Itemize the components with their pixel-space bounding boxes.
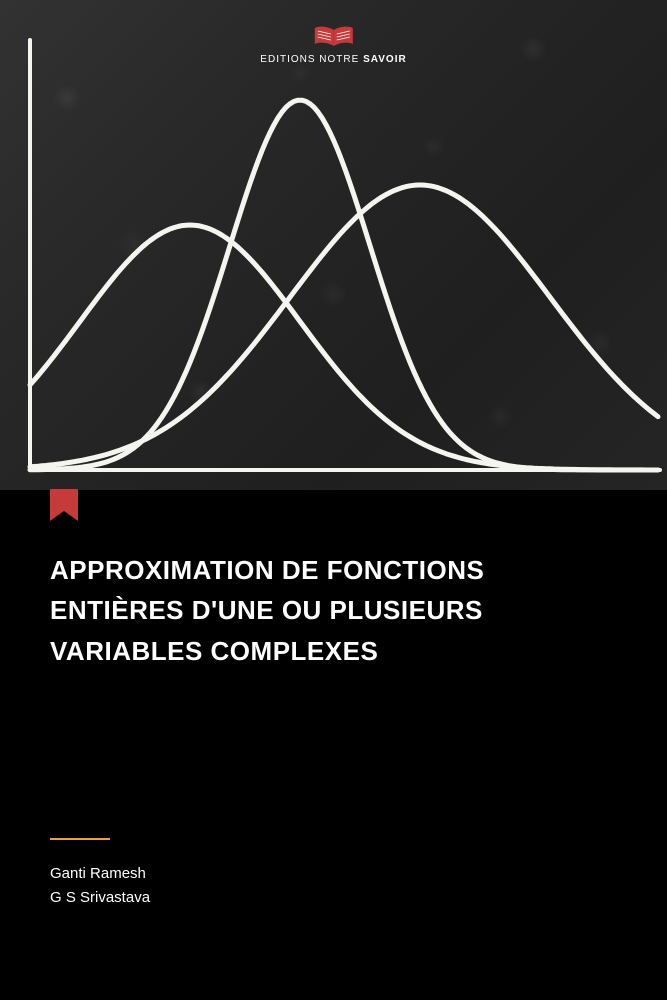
- publisher-name: EDITIONS NOTRE SAVOIR: [260, 54, 406, 65]
- book-icon: [313, 20, 355, 50]
- author-2: G S Srivastava: [50, 886, 150, 910]
- bell-curves-svg: [0, 0, 667, 490]
- publisher-logo: EDITIONS NOTRE SAVOIR: [260, 20, 406, 65]
- accent-divider: [50, 838, 110, 840]
- ribbon-icon: [50, 489, 78, 529]
- book-title: APPROXIMATION DE FONCTIONS ENTIÈRES D'UN…: [50, 550, 617, 671]
- publisher-line2: SAVOIR: [363, 54, 407, 65]
- authors-block: Ganti Ramesh G S Srivastava: [50, 862, 150, 910]
- cover-art-section: EDITIONS NOTRE SAVOIR: [0, 0, 667, 490]
- author-1: Ganti Ramesh: [50, 862, 150, 886]
- text-section: APPROXIMATION DE FONCTIONS ENTIÈRES D'UN…: [0, 490, 667, 1000]
- publisher-line1: EDITIONS NOTRE: [260, 54, 359, 65]
- book-cover: EDITIONS NOTRE SAVOIR APPROXIMATION DE F…: [0, 0, 667, 1000]
